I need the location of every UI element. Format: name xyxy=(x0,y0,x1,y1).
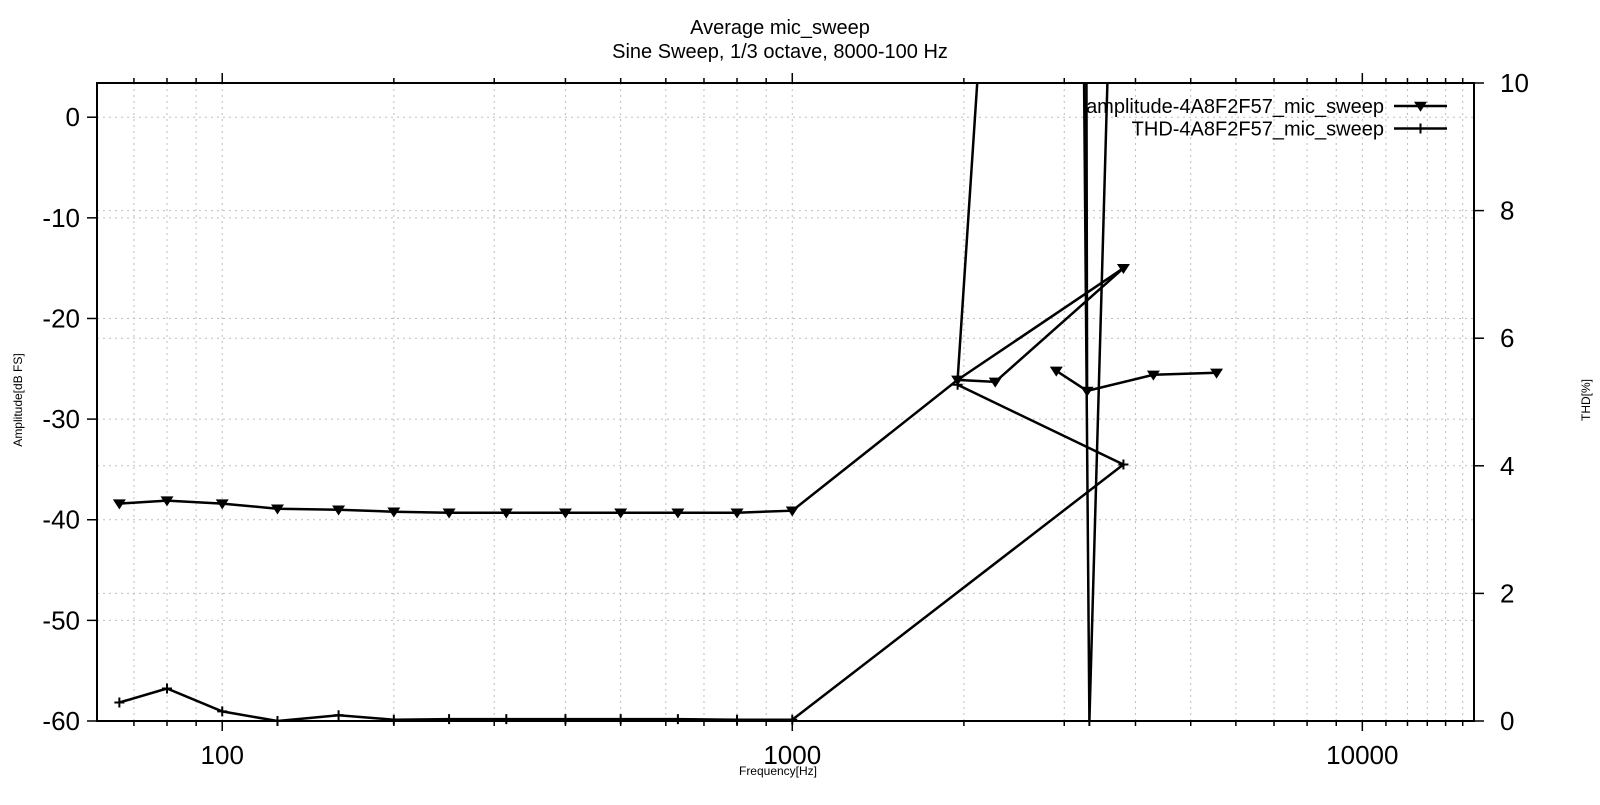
y-axis-label: Amplitude[dB FS] xyxy=(11,353,25,446)
triangle-down-marker xyxy=(387,507,401,518)
y-tick-label: -20 xyxy=(42,303,80,333)
y2-axis-label: THD[%] xyxy=(1579,379,1593,421)
triangle-down-marker xyxy=(558,508,572,519)
triangle-down-marker xyxy=(270,504,284,515)
legend-label: amplitude-4A8F2F57_mic_sweep xyxy=(1086,96,1384,118)
y-tick-label: -30 xyxy=(42,404,80,434)
triangle-down-marker xyxy=(785,506,799,517)
plus-marker xyxy=(952,379,963,390)
y-tick-label: -60 xyxy=(42,706,80,736)
legend-label: THD-4A8F2F57_mic_sweep xyxy=(1132,119,1384,141)
triangle-down-marker xyxy=(1146,370,1160,381)
triangle-down-marker xyxy=(730,508,744,519)
plot-border xyxy=(96,82,1475,722)
triangle-down-marker xyxy=(215,499,229,510)
triangle-down-marker xyxy=(1414,101,1427,112)
y2-tick-label: 2 xyxy=(1500,578,1514,608)
triangle-down-marker xyxy=(160,496,174,507)
plus-marker xyxy=(672,714,683,725)
y2-tick-label: 4 xyxy=(1500,451,1514,481)
x-tick-label: 10000 xyxy=(1326,740,1398,770)
plus-marker xyxy=(333,710,344,721)
triangle-down-marker xyxy=(1116,263,1130,274)
triangle-down-marker xyxy=(1049,366,1063,377)
chart-subtitle: Sine Sweep, 1/3 octave, 8000-100 Hz xyxy=(612,41,948,63)
y-tick-label: -50 xyxy=(42,605,80,635)
y2-tick-label: 8 xyxy=(1500,196,1514,226)
y2-tick-label: 0 xyxy=(1500,706,1514,736)
plus-marker xyxy=(501,714,512,725)
plus-marker xyxy=(161,683,172,694)
plus-marker xyxy=(444,714,455,725)
triangle-down-marker xyxy=(614,508,628,519)
x-tick-label: 1000 xyxy=(763,740,821,770)
triangle-down-marker xyxy=(442,508,456,519)
x-tick-label: 100 xyxy=(201,740,244,770)
plus-marker xyxy=(114,697,125,708)
y2-tick-label: 6 xyxy=(1500,323,1514,353)
triangle-down-marker xyxy=(499,508,513,519)
plus-marker xyxy=(217,706,228,717)
y-tick-label: -10 xyxy=(42,203,80,233)
triangle-down-marker xyxy=(1080,386,1094,397)
series-line-THD-4A8F2F57_mic_sweep xyxy=(1082,83,1109,721)
y-tick-label: -40 xyxy=(42,505,80,535)
plus-marker xyxy=(1415,123,1426,134)
x-axis-label: Frequency[Hz] xyxy=(739,764,817,778)
data-markers xyxy=(112,263,1224,726)
tick-labels: 100 1000 10000 0 -10 -20 -30 -40 -50 -60 10 8 6 4 2 0 xyxy=(42,68,1529,770)
chart-title: Average mic_sweep xyxy=(690,17,870,39)
y-tick-label: 0 xyxy=(66,102,80,132)
legend: amplitude-4A8F2F57_mic_sweepTHD-4A8F2F57… xyxy=(1086,96,1447,141)
triangle-down-marker xyxy=(1210,368,1224,379)
gridlines xyxy=(97,83,1474,721)
axis-ticks xyxy=(87,73,1484,731)
triangle-down-marker xyxy=(112,499,126,510)
plus-marker xyxy=(1118,459,1129,470)
triangle-down-marker xyxy=(988,377,1002,388)
triangle-down-marker xyxy=(671,508,685,519)
y2-tick-label: 10 xyxy=(1500,68,1529,98)
triangle-down-marker xyxy=(332,505,346,516)
